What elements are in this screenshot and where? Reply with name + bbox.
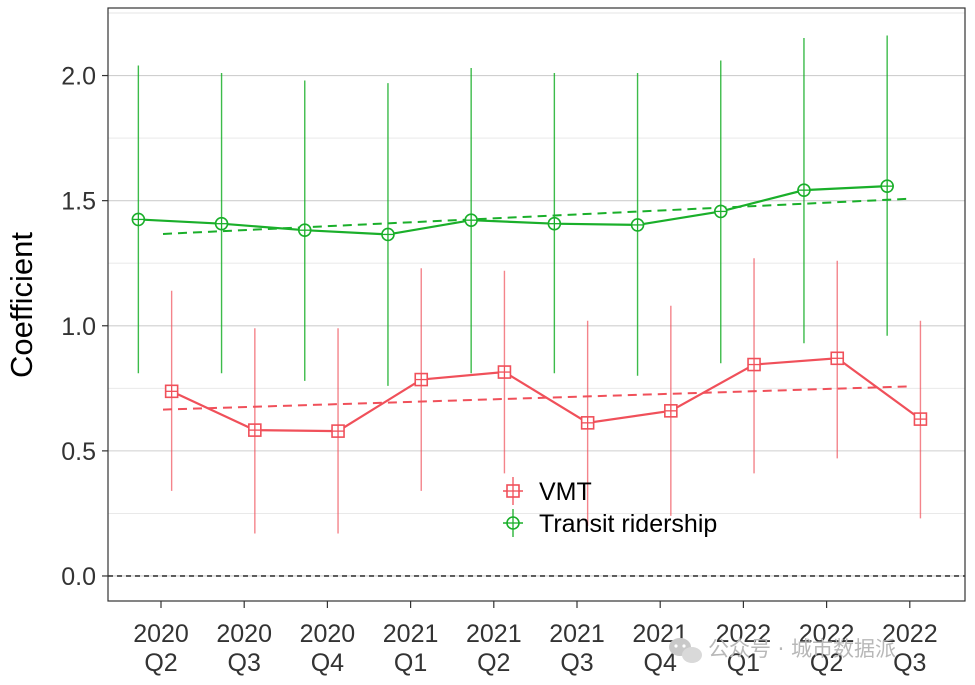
x-tick-quarter: Q4 [311,649,344,677]
x-tick-year: 2020 [300,620,356,648]
y-tick-label: 0.5 [61,438,96,466]
x-tick-quarter: Q3 [893,649,926,677]
error-bars [137,35,922,534]
x-tick-quarter: Q3 [560,649,593,677]
x-tick-quarter: Q1 [394,649,427,677]
x-tick-label: 2020 Q2 [133,620,189,677]
vmt-point [913,412,928,426]
gridlines [108,12,965,577]
x-tick-label: 2020 Q4 [300,620,356,677]
vmt-point [414,372,429,387]
x-tick-label: 2022 Q3 [882,620,938,677]
y-tick-label: 2.0 [61,63,96,91]
x-tick-quarter: Q2 [810,649,843,677]
vmt-line [171,357,922,433]
x-tick-quarter: Q3 [228,649,261,677]
legend-key-marker [506,516,520,530]
x-tick-year: 2021 [466,620,522,648]
legend-label: VMT [539,478,592,506]
x-tick-quarter: Q2 [477,649,510,677]
transit-ridership-point [381,227,395,242]
x-tick-year: 2021 [383,620,439,648]
vmt-point [830,351,845,366]
x-tick-label: 2021 Q3 [549,620,605,677]
x-tick-label: 2021 Q1 [383,620,439,677]
transit-ridership-point [214,216,229,231]
legend-key-marker [506,484,520,498]
series-markers [131,179,928,438]
legend-label: Transit ridership [539,510,717,538]
x-tick-label: 2022 Q1 [716,620,772,677]
x-tick-label: 2021 Q4 [632,620,688,677]
x-tick-label: 2021 Q2 [466,620,522,677]
x-tick-year: 2022 [716,620,772,648]
transit-ridership-point [547,216,562,231]
vmt-point [497,365,512,379]
watermark: 公众号 · 城市数据派 [669,637,896,663]
y-axis-title: Coefficient [4,232,39,378]
x-tick-year: 2022 [799,620,855,648]
y-tick-label: 1.0 [61,313,96,341]
vmt-point [580,416,595,430]
x-tick-year: 2022 [882,620,938,648]
y-axis: 0.0 0.5 1.0 1.5 2.0 [61,63,108,591]
y-tick-label: 1.5 [61,188,96,216]
vmt-point [747,357,761,372]
vmt-trend-line [162,385,912,411]
plot-panel-border [107,7,966,602]
x-tick-quarter: Q1 [727,649,760,677]
vmt-point [248,423,262,437]
series-lines [138,185,922,433]
transit-ridership-point [464,213,478,227]
transit-ridership-point [797,183,811,197]
x-tick-quarter: Q2 [144,649,177,677]
x-tick-year: 2021 [549,620,605,648]
watermark-text: 公众号 · 城市数据派 [708,637,896,661]
x-tick-quarter: Q4 [644,649,677,677]
transit-ridership-point [713,204,728,219]
transit-ridership-point [297,223,312,237]
vmt-point [164,384,179,399]
legend-item-vmt: VMT [503,477,592,506]
y-tick-label: 0.0 [61,563,96,591]
transit-ridership-point [630,218,645,232]
x-tick-label: 2022 Q2 [799,620,855,677]
vmt-point [331,424,345,438]
transit-ridership-point [131,212,146,227]
legend-item-transit-ridership: Transit ridership [503,509,717,538]
transit-ridership-point [880,179,894,193]
x-tick-year: 2020 [216,620,272,648]
x-tick-label: 2020 Q3 [216,620,272,677]
wechat-icon [669,638,702,663]
transit-ridership-line [138,185,888,236]
vmt-point [664,404,678,418]
trend-lines [162,197,912,411]
legend: VMT Transit ridership [503,477,717,538]
x-tick-year: 2020 [133,620,189,648]
